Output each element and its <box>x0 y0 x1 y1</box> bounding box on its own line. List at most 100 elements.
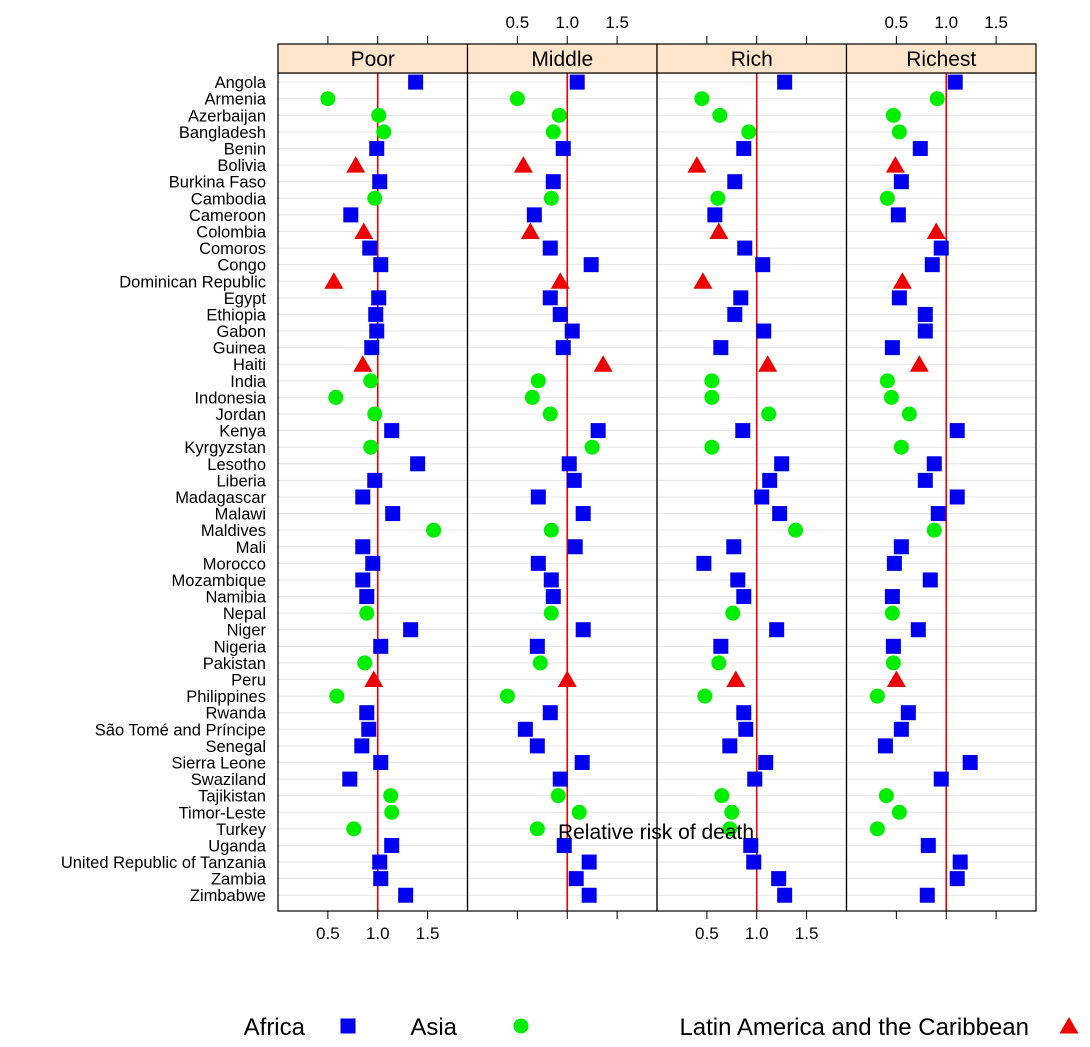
data-point <box>869 821 885 837</box>
data-point <box>758 355 778 372</box>
data-point <box>697 688 713 704</box>
data-point <box>714 788 730 804</box>
data-point <box>530 555 546 571</box>
data-point <box>736 141 752 157</box>
legend-marker <box>340 1018 356 1034</box>
data-point <box>346 821 362 837</box>
country-label: Kenya <box>219 423 267 441</box>
data-point <box>526 207 542 223</box>
country-label: Azerbaijan <box>188 107 266 125</box>
data-point <box>373 754 389 770</box>
country-label: Dominican Republic <box>119 273 266 291</box>
data-point <box>408 74 424 90</box>
data-point <box>893 174 909 190</box>
country-label: Turkey <box>216 821 267 839</box>
data-point <box>890 207 906 223</box>
data-point <box>738 721 754 737</box>
data-point <box>529 821 545 837</box>
data-point <box>758 754 774 770</box>
data-point <box>542 290 558 306</box>
data-point <box>886 555 902 571</box>
data-point <box>743 837 759 853</box>
country-label: Nepal <box>223 605 266 623</box>
data-point <box>555 340 571 356</box>
panel-strips: Poor Middle Rich Richest <box>277 43 1037 74</box>
data-point <box>373 638 389 654</box>
data-point <box>542 406 558 422</box>
data-point <box>355 489 371 505</box>
country-label: Timor-Leste <box>179 804 266 822</box>
data-point <box>542 705 558 721</box>
data-point <box>354 222 374 239</box>
country-label: Lesotho <box>207 456 266 474</box>
data-point <box>962 754 978 770</box>
country-label: Guinea <box>213 340 267 358</box>
x-tick-label: 1.5 <box>605 13 629 32</box>
data-markers <box>320 74 978 903</box>
data-point <box>324 272 344 289</box>
data-point <box>530 489 546 505</box>
data-point <box>909 355 929 372</box>
x-tick-label: 1.0 <box>366 924 390 943</box>
data-point <box>329 688 345 704</box>
data-point <box>354 738 370 754</box>
data-point <box>917 306 933 322</box>
data-point <box>369 141 385 157</box>
country-label: Colombia <box>196 223 267 241</box>
data-point <box>949 489 965 505</box>
data-point <box>922 572 938 588</box>
data-point <box>704 373 720 389</box>
country-label: Comoros <box>199 240 266 258</box>
data-point <box>754 489 770 505</box>
data-point <box>320 91 336 107</box>
country-label: Ethiopia <box>206 306 266 324</box>
data-point <box>545 589 561 605</box>
data-point <box>555 141 571 157</box>
data-point <box>371 107 387 123</box>
data-point <box>929 91 945 107</box>
country-label: Sierra Leone <box>172 754 266 772</box>
data-point <box>878 788 894 804</box>
data-point <box>373 257 389 273</box>
data-point <box>893 721 909 737</box>
country-label: Bangladesh <box>179 124 266 142</box>
data-point <box>543 572 559 588</box>
country-label: Pakistan <box>203 655 266 673</box>
data-point <box>367 406 383 422</box>
data-point <box>724 804 740 820</box>
country-label: Senegal <box>205 738 266 756</box>
data-point <box>726 539 742 555</box>
data-point <box>741 124 757 140</box>
panel-strip-label: Richest <box>906 48 976 71</box>
country-label: Niger <box>227 622 267 640</box>
data-point <box>368 306 384 322</box>
data-point <box>756 323 772 339</box>
data-point <box>362 240 378 256</box>
data-point <box>361 721 377 737</box>
data-point <box>542 240 558 256</box>
country-label: Namibia <box>205 589 266 607</box>
data-point <box>552 771 568 787</box>
x-tick-label: 1.0 <box>745 924 769 943</box>
country-label: Bolivia <box>217 157 266 175</box>
data-point <box>920 837 936 853</box>
data-point <box>713 638 729 654</box>
data-point <box>777 887 793 903</box>
data-point <box>704 439 720 455</box>
data-point <box>924 257 940 273</box>
data-point <box>893 439 909 455</box>
data-point <box>885 655 901 671</box>
data-point <box>556 837 572 853</box>
data-point <box>584 439 600 455</box>
data-point <box>581 854 597 870</box>
country-label: Egypt <box>224 290 267 308</box>
data-point <box>761 406 777 422</box>
country-label: Nigeria <box>214 638 267 656</box>
data-point <box>885 638 901 654</box>
data-point <box>530 373 546 389</box>
country-label: Angola <box>215 74 267 92</box>
legend-label: Africa <box>244 1014 306 1041</box>
country-label: United Republic of Tanzania <box>61 854 267 872</box>
data-point <box>930 506 946 522</box>
country-label: Tajikistan <box>198 788 266 806</box>
